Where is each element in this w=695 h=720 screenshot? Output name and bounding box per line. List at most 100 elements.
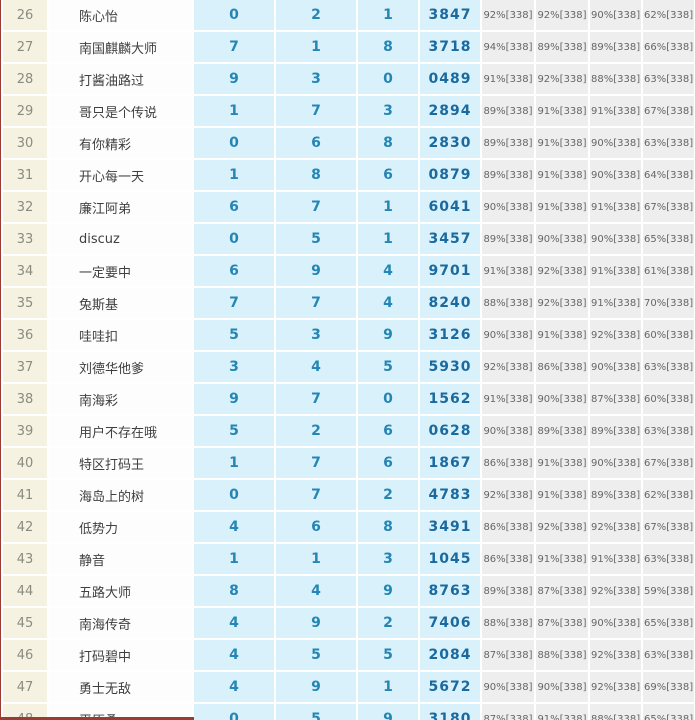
table-row: 35 兔斯基 7 7 4 8240 88%[338] 92%[338] 91%[… <box>3 288 694 318</box>
percent-cell: 90%[338] <box>590 608 641 638</box>
rank-cell: 28 <box>3 64 47 94</box>
username-cell: 陈心怡 <box>49 0 192 30</box>
digit-cell: 8 <box>358 32 418 62</box>
digit-cell: 7 <box>276 192 356 222</box>
digit-cell: 5 <box>358 640 418 670</box>
percent-cell: 91%[338] <box>536 448 588 478</box>
table-bottom-edge <box>1 717 194 720</box>
percent-cell: 63%[338] <box>643 416 694 446</box>
digit-cell: 6 <box>358 160 418 190</box>
digit-cell: 8 <box>194 576 274 606</box>
table-row: 40 特区打码王 1 7 6 1867 86%[338] 91%[338] 90… <box>3 448 694 478</box>
table-row: 46 打码碧中 4 5 5 2084 87%[338] 88%[338] 92%… <box>3 640 694 670</box>
percent-cell: 88%[338] <box>590 704 641 720</box>
table-row: 33 discuz 0 5 1 3457 89%[338] 90%[338] 9… <box>3 224 694 254</box>
number-cell: 0628 <box>420 416 480 446</box>
rank-cell: 36 <box>3 320 47 350</box>
percent-cell: 62%[338] <box>643 480 694 510</box>
digit-cell: 1 <box>194 448 274 478</box>
table-row: 27 南国麒麟大师 7 1 8 3718 94%[338] 89%[338] 8… <box>3 32 694 62</box>
username-cell: 南海传奇 <box>49 608 192 638</box>
percent-cell: 65%[338] <box>643 704 694 720</box>
percent-cell: 91%[338] <box>536 160 588 190</box>
digit-cell: 7 <box>276 288 356 318</box>
percent-cell: 90%[338] <box>536 224 588 254</box>
digit-cell: 4 <box>194 640 274 670</box>
percent-cell: 92%[338] <box>536 64 588 94</box>
number-cell: 3180 <box>420 704 480 720</box>
percent-cell: 90%[338] <box>482 416 534 446</box>
percent-cell: 63%[338] <box>643 128 694 158</box>
percent-cell: 94%[338] <box>482 32 534 62</box>
digit-cell: 3 <box>276 64 356 94</box>
digit-cell: 4 <box>358 256 418 286</box>
rank-cell: 31 <box>3 160 47 190</box>
digit-cell: 4 <box>194 672 274 702</box>
digit-cell: 9 <box>194 64 274 94</box>
digit-cell: 2 <box>358 480 418 510</box>
percent-cell: 65%[338] <box>643 224 694 254</box>
username-cell: 开心每一天 <box>49 160 192 190</box>
percent-cell: 86%[338] <box>482 512 534 542</box>
digit-cell: 8 <box>276 160 356 190</box>
username-cell: 一定要中 <box>49 256 192 286</box>
table-row: 29 哥只是个传说 1 7 3 2894 89%[338] 91%[338] 9… <box>3 96 694 126</box>
table-row: 45 南海传奇 4 9 2 7406 88%[338] 87%[338] 90%… <box>3 608 694 638</box>
digit-cell: 6 <box>358 448 418 478</box>
number-cell: 7406 <box>420 608 480 638</box>
percent-cell: 92%[338] <box>536 0 588 30</box>
digit-cell: 9 <box>276 672 356 702</box>
percent-cell: 89%[338] <box>482 224 534 254</box>
percent-cell: 91%[338] <box>536 320 588 350</box>
digit-cell: 7 <box>276 96 356 126</box>
percent-cell: 87%[338] <box>590 384 641 414</box>
digit-cell: 9 <box>276 256 356 286</box>
digit-cell: 0 <box>194 128 274 158</box>
percent-cell: 67%[338] <box>643 192 694 222</box>
username-cell: 平原桑 <box>49 704 192 720</box>
digit-cell: 0 <box>194 224 274 254</box>
percent-cell: 87%[338] <box>482 640 534 670</box>
username-cell: 南国麒麟大师 <box>49 32 192 62</box>
percent-cell: 90%[338] <box>590 160 641 190</box>
percent-cell: 91%[338] <box>590 288 641 318</box>
percent-cell: 67%[338] <box>643 96 694 126</box>
username-cell: 打码碧中 <box>49 640 192 670</box>
percent-cell: 92%[338] <box>482 0 534 30</box>
table-row: 26 陈心怡 0 2 1 3847 92%[338] 92%[338] 90%[… <box>3 0 694 30</box>
percent-cell: 61%[338] <box>643 256 694 286</box>
percent-cell: 63%[338] <box>643 352 694 382</box>
table-row: 42 低势力 4 6 8 3491 86%[338] 92%[338] 92%[… <box>3 512 694 542</box>
digit-cell: 1 <box>194 96 274 126</box>
table-row: 36 哇哇扣 5 3 9 3126 90%[338] 91%[338] 92%[… <box>3 320 694 350</box>
percent-cell: 60%[338] <box>643 320 694 350</box>
username-cell: 廉江阿弟 <box>49 192 192 222</box>
percent-cell: 89%[338] <box>536 32 588 62</box>
percent-cell: 59%[338] <box>643 576 694 606</box>
table-row: 34 一定要中 6 9 4 9701 91%[338] 92%[338] 91%… <box>3 256 694 286</box>
digit-cell: 0 <box>194 480 274 510</box>
username-cell: 静音 <box>49 544 192 574</box>
percent-cell: 91%[338] <box>536 480 588 510</box>
rank-cell: 46 <box>3 640 47 670</box>
percent-cell: 91%[338] <box>482 64 534 94</box>
digit-cell: 0 <box>194 0 274 30</box>
number-cell: 5672 <box>420 672 480 702</box>
percent-cell: 86%[338] <box>482 544 534 574</box>
digit-cell: 9 <box>358 320 418 350</box>
rank-cell: 26 <box>3 0 47 30</box>
digit-cell: 6 <box>276 128 356 158</box>
table-row: 28 打酱油路过 9 3 0 0489 91%[338] 92%[338] 88… <box>3 64 694 94</box>
number-cell: 3457 <box>420 224 480 254</box>
percent-cell: 90%[338] <box>590 448 641 478</box>
percent-cell: 92%[338] <box>536 512 588 542</box>
table-row: 31 开心每一天 1 8 6 0879 89%[338] 91%[338] 90… <box>3 160 694 190</box>
digit-cell: 1 <box>358 0 418 30</box>
rank-cell: 48 <box>3 704 47 720</box>
rank-cell: 45 <box>3 608 47 638</box>
percent-cell: 88%[338] <box>482 608 534 638</box>
percent-cell: 89%[338] <box>482 128 534 158</box>
username-cell: 刘德华他爹 <box>49 352 192 382</box>
number-cell: 6041 <box>420 192 480 222</box>
